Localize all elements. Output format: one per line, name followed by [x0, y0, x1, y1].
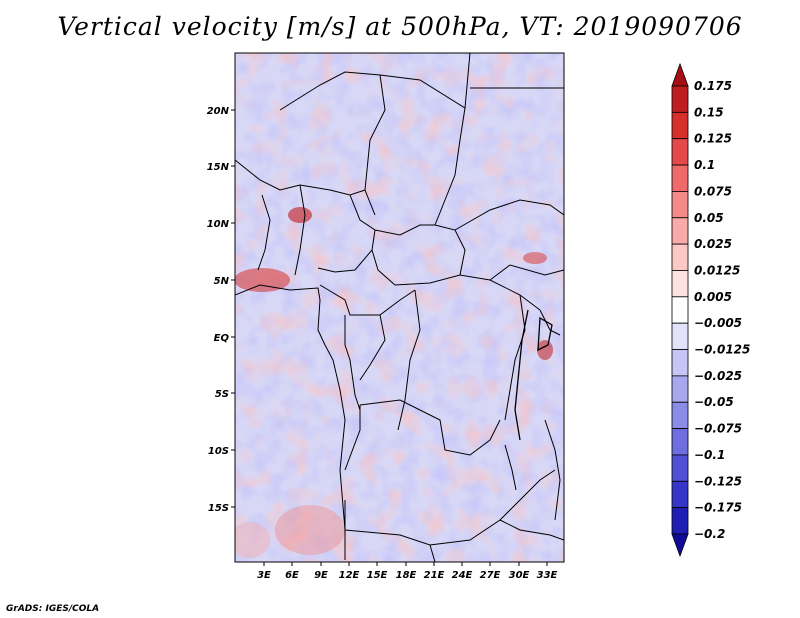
colorbar-level-label: 0.175 — [694, 79, 732, 93]
colorbar-swatch — [671, 296, 689, 324]
lat-label: 20N — [207, 106, 230, 117]
colorbar-swatch — [671, 111, 689, 140]
colorbar: 0.175 0.15 0.125 0.1 0.075 0.05 0.025 0.0125 0.0… — [671, 62, 750, 558]
lat-label: 5S — [215, 389, 229, 400]
colorbar-swatch — [671, 375, 689, 403]
lon-label: 33E — [537, 570, 558, 581]
colorbar-level-label: 0.05 — [694, 211, 724, 225]
lon-label: 18E — [396, 570, 417, 581]
colorbar-level-label: −0.075 — [694, 422, 742, 436]
country-borders — [235, 53, 564, 562]
chart-title: Vertical velocity [m/s] at 500hPa, VT: 2… — [57, 12, 743, 41]
lon-label: 3E — [257, 570, 271, 581]
colorbar-swatch — [671, 138, 689, 166]
colorbar-swatch — [671, 217, 689, 245]
credit-label: GrADS: IGES/COLA — [6, 604, 100, 614]
lat-label: 10N — [207, 219, 230, 230]
map-frame — [234, 52, 565, 563]
colorbar-swatch — [671, 243, 689, 271]
colorbar-swatch — [671, 85, 689, 113]
lon-label: 12E — [339, 570, 360, 581]
colorbar-level-label: −0.0125 — [694, 343, 750, 357]
colorbar-level-label: 0.125 — [694, 132, 732, 146]
lat-axis: 20N 15N 10N 5N EQ 5S 10S 15S — [207, 106, 235, 514]
colorbar-level-label: −0.005 — [694, 316, 742, 330]
colorbar-level-label: −0.125 — [694, 474, 742, 488]
colorbar-level-label: −0.05 — [694, 395, 734, 409]
lat-label: 15S — [208, 503, 229, 514]
colorbar-swatch — [671, 349, 689, 377]
colorbar-bottom-triangle — [671, 533, 689, 558]
colorbar-swatch — [671, 164, 689, 192]
colorbar-swatch — [671, 401, 689, 429]
lon-label: 27E — [480, 570, 501, 581]
colorbar-level-label: 0.0125 — [694, 263, 740, 277]
colorbar-level-label: 0.025 — [694, 237, 732, 251]
colorbar-level-label: 0.15 — [694, 105, 724, 119]
colorbar-level-label: −0.1 — [694, 448, 725, 462]
colorbar-top-triangle — [671, 62, 689, 87]
lat-label: 10S — [208, 446, 229, 457]
colorbar-swatch — [671, 428, 689, 456]
colorbar-level-label: −0.025 — [694, 369, 742, 383]
lon-label: 9E — [314, 570, 328, 581]
velocity-field — [235, 53, 564, 562]
lon-label: 24E — [452, 570, 473, 581]
colorbar-swatch — [671, 322, 689, 350]
colorbar-swatch — [671, 270, 689, 298]
lat-label: 15N — [207, 162, 230, 173]
colorbar-swatch — [671, 480, 689, 509]
lon-label: 15E — [367, 570, 388, 581]
colorbar-level-label: 0.1 — [694, 158, 715, 172]
colorbar-swatch — [671, 507, 689, 535]
lon-label: 6E — [285, 570, 299, 581]
lon-axis: 3E 6E 9E 12E 15E 18E 21E 24E 27E 30E 33E — [257, 562, 558, 581]
colorbar-level-label: −0.2 — [694, 527, 725, 541]
lon-label: 21E — [424, 570, 445, 581]
colorbar-swatch — [671, 454, 689, 482]
lon-label: 30E — [509, 570, 530, 581]
colorbar-level-label: 0.005 — [694, 290, 732, 304]
lat-label: EQ — [214, 333, 230, 344]
lat-label: 5N — [214, 276, 230, 287]
colorbar-level-label: 0.075 — [694, 184, 732, 198]
colorbar-swatch — [671, 191, 689, 219]
colorbar-level-label: −0.175 — [694, 501, 742, 515]
